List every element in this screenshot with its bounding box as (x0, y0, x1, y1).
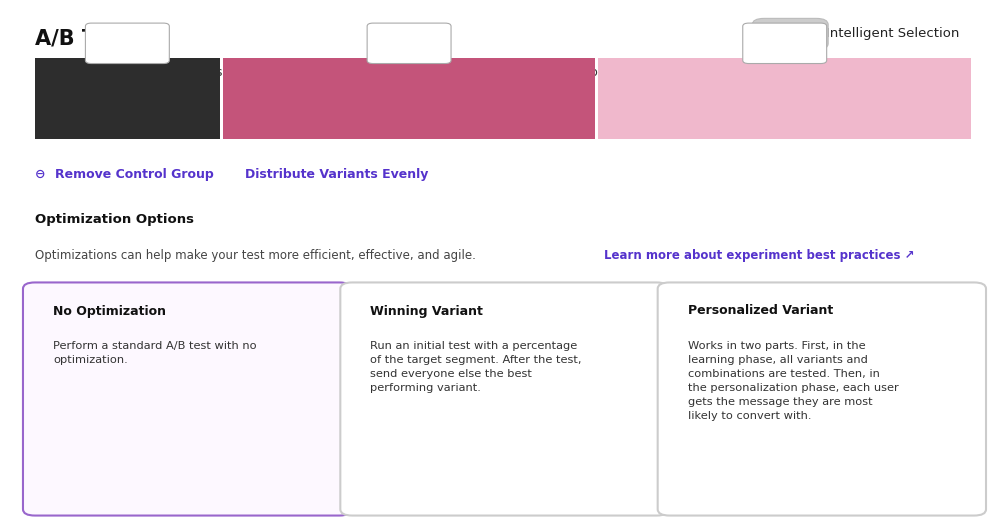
Text: Learn more about experiment best practices ↗: Learn more about experiment best practic… (604, 249, 915, 262)
Text: Personalized Variant: Personalized Variant (687, 304, 833, 318)
Text: 20: 20 (109, 37, 124, 50)
FancyBboxPatch shape (23, 282, 352, 516)
Text: Choose what proportions of users will receive each of your variants and the opti: Choose what proportions of users will re… (35, 66, 644, 79)
Text: Variant 2: Variant 2 (750, 92, 819, 105)
Text: 40: 40 (766, 37, 781, 50)
Text: Perform a standard A/B test with no
optimization.: Perform a standard A/B test with no opti… (53, 341, 257, 365)
Text: Run an initial test with a percentage
of the target segment. After the test,
sen: Run an initial test with a percentage of… (371, 341, 581, 393)
FancyBboxPatch shape (35, 58, 220, 139)
Text: No Optimization: No Optimization (53, 304, 166, 318)
FancyBboxPatch shape (85, 23, 169, 64)
Text: Variant 1: Variant 1 (375, 92, 444, 105)
FancyBboxPatch shape (752, 18, 828, 50)
Text: ⊖: ⊖ (35, 168, 46, 181)
FancyBboxPatch shape (598, 58, 971, 139)
FancyBboxPatch shape (341, 282, 668, 516)
Text: 40: 40 (391, 37, 406, 50)
Text: Optimizations can help make your test more efficient, effective, and agile.: Optimizations can help make your test mo… (35, 249, 480, 262)
Text: Control Group: Control Group (75, 92, 180, 105)
Text: Distribute Variants Evenly: Distribute Variants Evenly (245, 168, 429, 181)
Circle shape (762, 27, 788, 41)
Text: %: % (797, 37, 810, 50)
Text: Optimization Options: Optimization Options (35, 213, 194, 226)
Text: Intelligent Selection: Intelligent Selection (826, 27, 960, 39)
FancyBboxPatch shape (223, 58, 595, 139)
FancyBboxPatch shape (657, 282, 986, 516)
Text: Works in two parts. First, in the
learning phase, all variants and
combinations : Works in two parts. First, in the learni… (687, 341, 898, 421)
Text: Remove Control Group: Remove Control Group (55, 168, 214, 181)
FancyBboxPatch shape (742, 23, 826, 64)
Text: %: % (140, 37, 153, 50)
FancyBboxPatch shape (368, 23, 452, 64)
Text: %: % (422, 37, 435, 50)
Text: Winning Variant: Winning Variant (371, 304, 484, 318)
Text: A/B Testing: A/B Testing (35, 29, 167, 49)
